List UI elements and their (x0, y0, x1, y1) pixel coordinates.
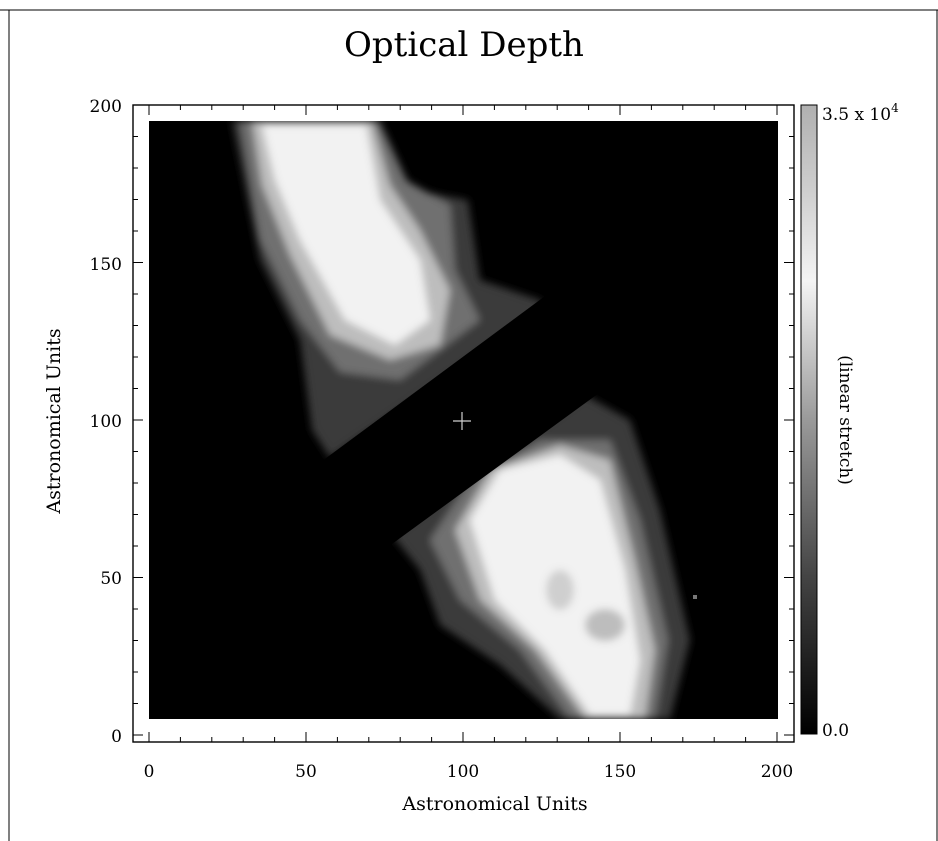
chart-title: Optical Depth (344, 25, 584, 65)
x-tick-label: 100 (447, 762, 479, 782)
x-tick-labels: 0 50 100 150 200 (144, 762, 794, 782)
center-cross-marker (453, 412, 471, 430)
x-axis-label: Astronomical Units (401, 793, 587, 815)
lower-lobe-dim-patch-2 (546, 570, 574, 610)
y-tick-label: 150 (90, 255, 122, 275)
y-tick-label: 50 (100, 569, 122, 589)
x-tick-label: 50 (295, 762, 317, 782)
colorbar-gradient (800, 104, 818, 735)
y-axis-label: Astronomical Units (43, 328, 65, 514)
x-tick-label: 200 (761, 762, 793, 782)
colorbar-scale-label: (linear stretch) (835, 355, 855, 485)
colorbar-max-label: 3.5 x 104 (822, 101, 899, 125)
y-tick-label: 200 (90, 97, 122, 117)
central-dark-band (310, 285, 610, 560)
optical-depth-image (149, 121, 778, 719)
colorbar-min-label: 0.0 (822, 721, 849, 741)
y-tick-label: 100 (90, 412, 122, 432)
colorbar: 3.5 x 104 0.0 (linear stretch) (800, 101, 899, 741)
upper-lobe-core (262, 125, 430, 345)
x-tick-label: 0 (144, 762, 155, 782)
x-tick-label: 150 (604, 762, 636, 782)
axis-ticks (133, 104, 794, 742)
y-tick-label: 0 (111, 727, 122, 747)
lower-lobe-dim-patch (585, 609, 625, 641)
colorbar-max-exponent: 4 (891, 101, 899, 115)
stray-pixel (693, 595, 697, 599)
y-tick-labels: 0 50 100 150 200 (90, 97, 122, 747)
